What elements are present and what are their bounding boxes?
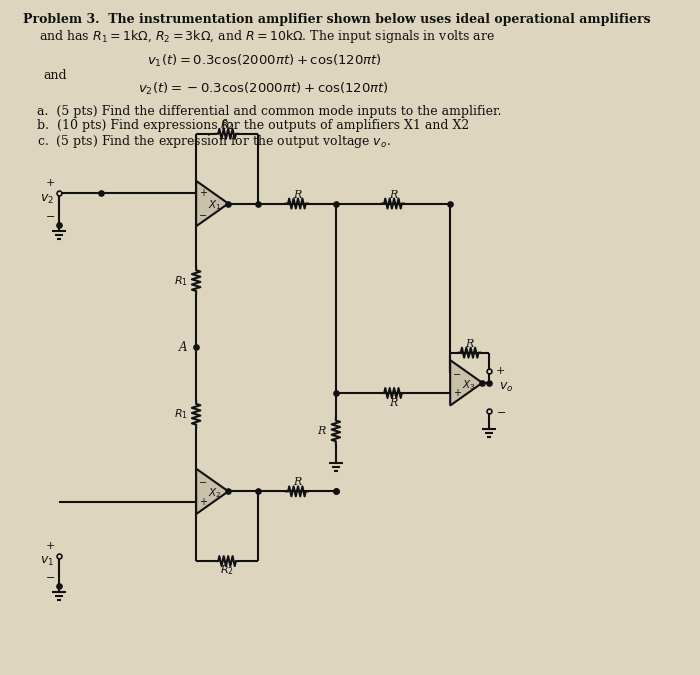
Text: +: +	[46, 541, 55, 551]
Text: $R_2$: $R_2$	[220, 118, 234, 132]
Text: R: R	[317, 426, 326, 436]
Text: $R_1$: $R_1$	[174, 408, 188, 421]
Text: A: A	[179, 341, 188, 354]
Text: and: and	[43, 69, 67, 82]
Text: $v_1$: $v_1$	[40, 555, 54, 568]
Text: $-$: $-$	[46, 210, 55, 220]
Text: $X_3$: $X_3$	[462, 378, 475, 392]
Text: $v_o$: $v_o$	[499, 381, 514, 394]
Text: $-$: $-$	[496, 406, 506, 416]
Text: $-$: $-$	[46, 571, 55, 581]
Polygon shape	[196, 468, 228, 514]
Text: R: R	[293, 477, 301, 487]
Text: R: R	[293, 190, 301, 200]
Text: +: +	[199, 497, 207, 506]
Text: Problem 3.  The instrumentation amplifier shown below uses ideal operational amp: Problem 3. The instrumentation amplifier…	[22, 14, 650, 26]
Polygon shape	[196, 181, 228, 226]
Text: R: R	[389, 190, 397, 200]
Text: $v_2(t) = -0.3\cos(2000\pi t) + \cos(120\pi t)$: $v_2(t) = -0.3\cos(2000\pi t) + \cos(120…	[139, 81, 389, 97]
Text: $v_1(t) = 0.3\cos(2000\pi t) + \cos(120\pi t)$: $v_1(t) = 0.3\cos(2000\pi t) + \cos(120\…	[146, 53, 382, 70]
Text: and has $R_1 = 1\mathrm{k}\Omega$, $R_2 = 3\mathrm{k}\Omega$, and $R = 10\mathrm: and has $R_1 = 1\mathrm{k}\Omega$, $R_2 …	[39, 28, 496, 45]
Text: $X_2$: $X_2$	[208, 487, 221, 500]
Text: +: +	[46, 178, 55, 188]
Text: $R_1$: $R_1$	[174, 274, 188, 288]
Text: c.  (5 pts) Find the expression for the output voltage $v_o$.: c. (5 pts) Find the expression for the o…	[37, 133, 391, 150]
Text: $X_1$: $X_1$	[208, 198, 221, 213]
Text: a.  (5 pts) Find the differential and common mode inputs to the amplifier.: a. (5 pts) Find the differential and com…	[37, 105, 501, 118]
Text: b.  (10 pts) Find expressions for the outputs of amplifiers X1 and X2: b. (10 pts) Find expressions for the out…	[37, 119, 469, 132]
Text: $-$: $-$	[452, 368, 461, 377]
Text: $-$: $-$	[198, 476, 207, 486]
Text: $-$: $-$	[198, 209, 207, 219]
Text: +: +	[199, 188, 207, 198]
Text: R: R	[466, 339, 474, 349]
Text: +: +	[453, 388, 461, 398]
Text: $v_2$: $v_2$	[40, 193, 54, 206]
Polygon shape	[450, 360, 482, 406]
Text: R: R	[389, 398, 397, 408]
Text: $R_2$: $R_2$	[220, 563, 234, 577]
Text: +: +	[496, 366, 505, 376]
